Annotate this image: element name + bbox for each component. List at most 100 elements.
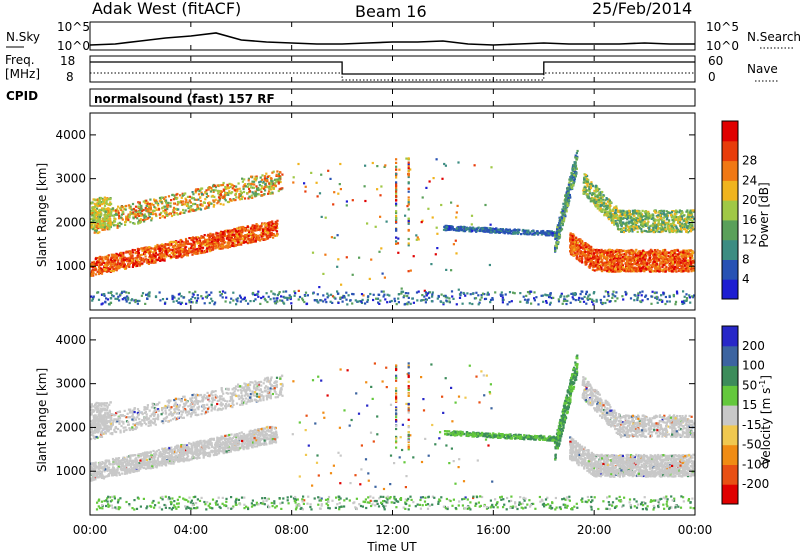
- echo-cell: [115, 269, 118, 272]
- echo-cell: [158, 196, 162, 200]
- echo-cell: [383, 165, 386, 168]
- echo-cell: [252, 232, 255, 235]
- echo-cell: [132, 217, 135, 220]
- echo-cell: [618, 255, 621, 258]
- echo-cell: [576, 251, 579, 254]
- echo-cell: [248, 187, 251, 191]
- echo-cell: [642, 249, 645, 252]
- echo-cell: [199, 236, 202, 239]
- echo-cell: [256, 236, 259, 239]
- echo-cell: [250, 175, 253, 178]
- echo-cell: [214, 233, 218, 236]
- echo-cell: [128, 214, 131, 217]
- echo-cell: [213, 200, 216, 203]
- echo-cell: [104, 219, 107, 222]
- echo-cell: [105, 264, 108, 267]
- echo-cell: [247, 179, 250, 182]
- echo-cell: [216, 236, 219, 239]
- echo-cell: [157, 202, 160, 205]
- echo-cell: [103, 266, 106, 269]
- echo-cell: [567, 204, 570, 207]
- echo-cell: [181, 244, 184, 247]
- echo-cell: [674, 269, 677, 272]
- echo-cell: [206, 241, 209, 245]
- echo-cell: [676, 267, 679, 270]
- echo-cell: [164, 196, 167, 199]
- echo-cell: [246, 225, 249, 228]
- echo-cell: [657, 265, 660, 268]
- echo-cell: [131, 254, 134, 257]
- echo-cell: [269, 183, 273, 186]
- echo-cell: [134, 216, 137, 219]
- echo-cell: [184, 197, 187, 200]
- echo-cell: [267, 237, 270, 240]
- echo-cell: [235, 196, 238, 199]
- echo-cell: [395, 236, 398, 239]
- echo-cell: [233, 189, 236, 192]
- echo-cell: [525, 233, 529, 236]
- echo-cell: [196, 242, 199, 245]
- echo-cell: [575, 167, 578, 170]
- echo-cell: [581, 244, 584, 247]
- echo-cell: [246, 192, 249, 195]
- echo-cell: [103, 214, 106, 217]
- echo-cell: [113, 256, 116, 259]
- echo-cell: [692, 268, 695, 271]
- echo-cell: [228, 182, 231, 185]
- echo-cell: [145, 199, 148, 202]
- echo-cell: [183, 248, 186, 251]
- echo-cell: [587, 258, 590, 261]
- echo-cell: [407, 222, 410, 225]
- echo-cell: [686, 253, 689, 256]
- echo-cell: [252, 192, 255, 195]
- echo-cell: [191, 246, 194, 249]
- echo-cell: [333, 236, 336, 239]
- echo-cell: [606, 269, 609, 272]
- echo-cell: [101, 270, 104, 273]
- echo-cell: [120, 206, 123, 209]
- echo-cell: [569, 244, 572, 247]
- echo-cell: [692, 259, 696, 262]
- echo-cell: [658, 270, 661, 273]
- echo-cell: [258, 181, 261, 184]
- echo-cell: [483, 229, 486, 232]
- echo-cell: [196, 247, 199, 251]
- echo-cell: [610, 269, 613, 272]
- echo-cell: [669, 257, 672, 260]
- echo-cell: [260, 224, 263, 227]
- echo-cell: [270, 224, 273, 227]
- echo-cell: [109, 266, 112, 269]
- echo-cell: [170, 214, 174, 218]
- echo-cell: [148, 210, 151, 213]
- echo-cell: [395, 202, 398, 205]
- echo-cell: [109, 198, 112, 201]
- echo-cell: [262, 238, 265, 241]
- echo-cell: [254, 179, 257, 182]
- echo-cell: [660, 222, 663, 226]
- echo-cell: [95, 207, 99, 210]
- echo-cell: [684, 268, 687, 271]
- echo-cell: [152, 255, 155, 258]
- echo-cell: [161, 251, 164, 254]
- echo-cell: [529, 232, 532, 235]
- echo-cell: [183, 253, 186, 256]
- echo-cell: [109, 217, 112, 220]
- echo-cell: [163, 257, 166, 260]
- echo-cell: [464, 230, 467, 233]
- nave-tick-bottom: 0: [708, 70, 716, 84]
- echo-cell: [247, 229, 250, 232]
- echo-cell: [250, 229, 253, 232]
- echo-cell: [673, 258, 676, 261]
- echo-cell: [673, 229, 676, 232]
- echo-cell: [648, 257, 651, 260]
- echo-cell: [95, 203, 98, 206]
- echo-cell: [455, 211, 458, 214]
- echo-cell: [395, 242, 398, 245]
- echo-cell: [646, 268, 649, 271]
- echo-cell: [304, 190, 307, 193]
- echo-cell: [94, 273, 98, 276]
- echo-cell: [668, 262, 671, 265]
- echo-cell: [384, 164, 387, 167]
- echo-cell: [181, 200, 184, 203]
- echo-cell: [167, 246, 170, 249]
